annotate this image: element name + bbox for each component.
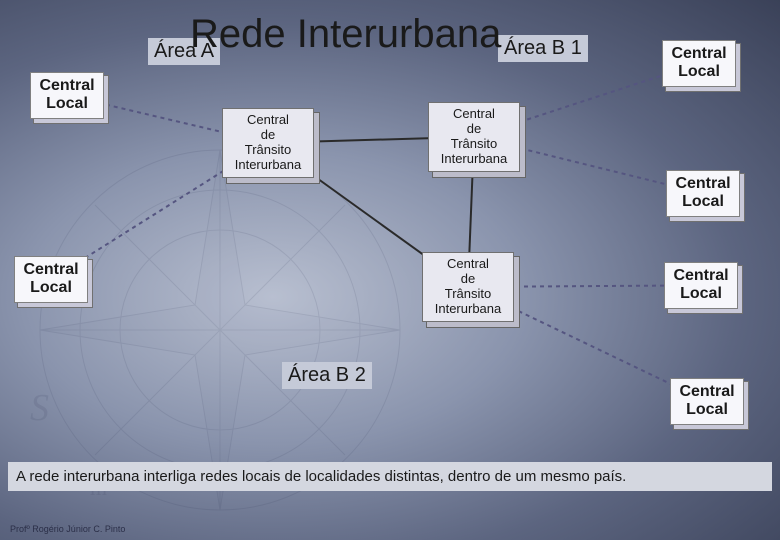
central-local-node: CentralLocal	[662, 40, 736, 87]
central-transito-node: CentraldeTrânsitoInterurbana	[222, 108, 314, 178]
description-bar: A rede interurbana interliga redes locai…	[8, 462, 772, 491]
central-transito-node: CentraldeTrânsitoInterurbana	[422, 252, 514, 322]
central-local-node: CentralLocal	[666, 170, 740, 217]
diagram-canvas: Rede Interurbana Área A Área B 1 Área B …	[0, 0, 780, 540]
area-label-b2: Área B 2	[282, 362, 372, 389]
footer-credit: Profº Rogério Júnior C. Pinto	[10, 524, 125, 534]
central-local-node: CentralLocal	[664, 262, 738, 309]
central-local-node: CentralLocal	[14, 256, 88, 303]
central-transito-node: CentraldeTrânsitoInterurbana	[428, 102, 520, 172]
page-title: Rede Interurbana	[190, 12, 501, 57]
central-local-node: CentralLocal	[30, 72, 104, 119]
area-label-b1: Área B 1	[498, 35, 588, 62]
central-local-node: CentralLocal	[670, 378, 744, 425]
